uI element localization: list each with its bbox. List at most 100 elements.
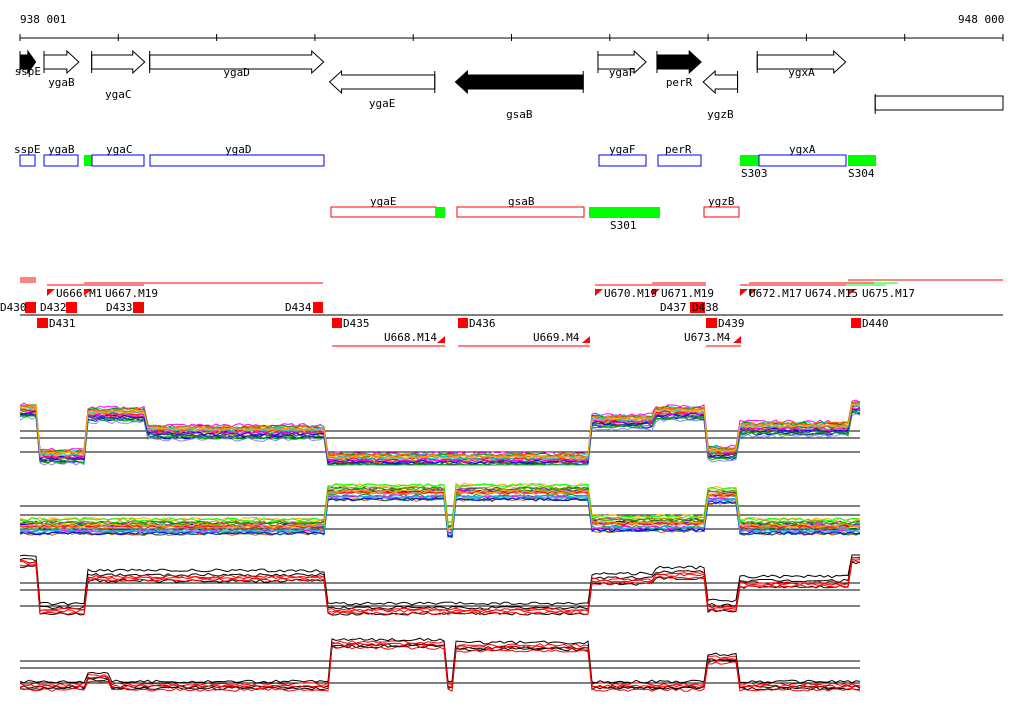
gene-label: gsaB: [506, 108, 533, 121]
segment-label: ygxA: [789, 143, 816, 156]
expression-trace: [19, 494, 861, 533]
expression-trace: [19, 490, 861, 531]
expression-trace: [19, 404, 861, 461]
segment-label: sspE: [14, 143, 41, 156]
gene-arrow[interactable]: [597, 49, 647, 75]
expression-trace: [19, 486, 861, 528]
feature-label: D438: [692, 301, 719, 314]
expression-trace: [19, 643, 861, 690]
feature-label: U675.M17: [862, 287, 915, 300]
feature-marker[interactable]: [37, 318, 48, 328]
gene-box[interactable]: [598, 154, 647, 167]
segment-label: ygzB: [708, 195, 735, 208]
feature-label: D431: [49, 317, 76, 330]
expression-panels: [19, 399, 861, 692]
gene-box[interactable]: [330, 206, 437, 218]
expression-trace: [19, 411, 861, 466]
gene-label: ygaD: [223, 66, 250, 79]
feature-label: U674.M15: [805, 287, 858, 300]
feature-track: D430 U666.M1 U667.M19 D432 D433 D434 U67…: [0, 277, 1003, 347]
gene-arrow[interactable]: [19, 49, 37, 75]
feature-marker[interactable]: [313, 302, 323, 313]
segment-box[interactable]: [589, 207, 660, 218]
gene-box[interactable]: [758, 154, 847, 167]
segment-label: ygaB: [48, 143, 75, 156]
feature-label: U670.M19: [604, 287, 657, 300]
feature-label: U673.M4: [684, 331, 731, 344]
segment-label: perR: [665, 143, 692, 156]
expression-trace: [19, 490, 861, 531]
gene-box[interactable]: [456, 206, 585, 218]
gene-label: sspE: [15, 65, 42, 78]
gene-box[interactable]: [19, 154, 36, 167]
feature-marker[interactable]: [851, 318, 861, 328]
minus-strand-track: ygaE gsaB S301 ygzB: [330, 195, 740, 232]
expression-trace: [19, 554, 860, 606]
feature-label: D437: [660, 301, 687, 314]
gene-box[interactable]: [703, 206, 740, 218]
expression-panel: [19, 637, 861, 692]
feature-label: U672.M17: [749, 287, 802, 300]
feature-marker[interactable]: [706, 318, 717, 328]
expression-panel: [19, 399, 861, 466]
expression-trace: [19, 559, 861, 613]
feature-label: D436: [469, 317, 496, 330]
feature-marker[interactable]: [332, 318, 342, 328]
ruler-start-label: 938 001: [20, 13, 66, 26]
ruler-ticks: [19, 34, 1004, 41]
segment-box[interactable]: [848, 155, 876, 166]
segment-box[interactable]: [436, 207, 445, 218]
feature-marker[interactable]: [458, 318, 468, 328]
gene-arrow[interactable]: [328, 69, 436, 95]
feature-marker[interactable]: [690, 302, 705, 313]
gene-arrow[interactable]: [702, 69, 739, 95]
expression-trace: [19, 642, 861, 689]
segment-box[interactable]: [740, 155, 759, 166]
gene-arrow[interactable]: [43, 49, 80, 75]
gene-label: ygaC: [105, 88, 132, 101]
feature-label: U671.M19: [661, 287, 714, 300]
feature-label: D434: [285, 301, 312, 314]
feature-label: D430: [0, 301, 27, 314]
feature-marker[interactable]: [66, 302, 77, 313]
gene-arrow[interactable]: [656, 49, 702, 75]
feature-marker[interactable]: [133, 302, 144, 313]
gene-box[interactable]: [657, 154, 702, 167]
feature-label: U668.M14: [384, 331, 437, 344]
expression-trace: [20, 489, 861, 531]
feature-label: D435: [343, 317, 370, 330]
expression-trace: [19, 494, 861, 535]
gene-arrow[interactable]: [91, 49, 146, 75]
gene-track: sspE ygaB ygaC ygaD ygaE gsaB ygaF perR ygzB ygxA: [15, 49, 1004, 121]
feature-label: D439: [718, 317, 745, 330]
expression-trace: [19, 557, 861, 612]
gene-box[interactable]: [149, 154, 325, 167]
gene-arrow[interactable]: [454, 69, 584, 95]
gene-arrow[interactable]: [756, 49, 847, 75]
feature-label: D433: [106, 301, 133, 314]
gene-box[interactable]: [43, 154, 79, 167]
feature-label: D440: [862, 317, 889, 330]
feature-marker[interactable]: [25, 302, 36, 313]
gene-label: ygzB: [707, 108, 734, 121]
gene-label: ygaE: [369, 97, 396, 110]
expression-panel: [19, 482, 861, 539]
feature-label: D432: [40, 301, 67, 314]
expression-trace: [19, 640, 861, 687]
expression-panel: [19, 554, 861, 616]
expression-trace: [19, 407, 861, 463]
feature-label: U667.M19: [105, 287, 158, 300]
feature-label: U669.M4: [533, 331, 580, 344]
expression-trace: [19, 556, 861, 610]
gene-box[interactable]: [874, 95, 1004, 111]
expression-trace: [19, 496, 861, 538]
segment-label: ygaC: [106, 143, 133, 156]
gene-arrow[interactable]: [149, 49, 325, 75]
segment-box[interactable]: [84, 155, 92, 166]
gene-box[interactable]: [91, 154, 145, 167]
plus-strand-track: sspE ygaB ygaC ygaD ygaF perR S303 ygxA …: [14, 143, 876, 180]
segment-label: ygaE: [370, 195, 397, 208]
feature-label: U666.M1: [56, 287, 102, 300]
expression-trace: [19, 645, 861, 692]
expression-trace: [19, 560, 861, 616]
